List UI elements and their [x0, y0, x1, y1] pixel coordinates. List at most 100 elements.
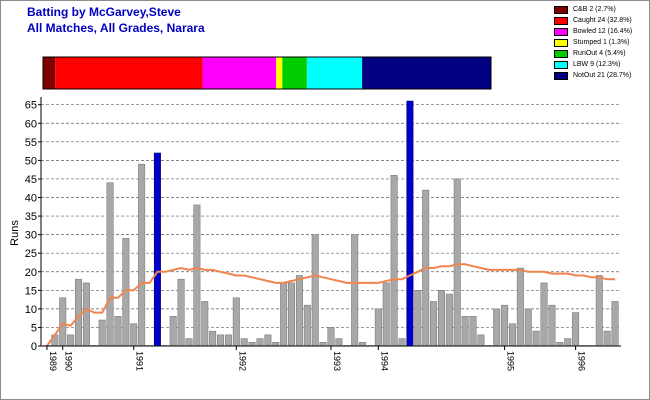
x-axis-ticks: 1989199019911992199319941995199619971998…: [46, 346, 587, 371]
legend-swatch-caught: [554, 17, 568, 25]
bar: [217, 334, 225, 347]
y-axis-ticks: 0 5 10 15 20 25 30 35 40 45 50 55 60 65: [25, 100, 41, 353]
chart-title-line-1: Batting by McGarvey,Steve: [27, 5, 181, 19]
dismissal-segment-cb: [43, 57, 56, 89]
y-tick-label-0: 0: [31, 341, 37, 353]
bar: [288, 282, 296, 347]
bar: [248, 342, 256, 347]
dismissal-segment-caught: [55, 57, 203, 89]
bar: [67, 334, 75, 347]
dismissal-segment-runout: [282, 57, 307, 89]
bar: [232, 297, 240, 347]
bar: [469, 316, 477, 347]
bar: [319, 342, 327, 347]
legend-label-notout: NotOut 21 (28.7%): [573, 72, 632, 79]
bar: [224, 334, 232, 347]
legend-label-lbw: LBW 9 (12.3%): [573, 61, 621, 68]
bar-not-out: [153, 152, 161, 347]
bar-not-out: [406, 100, 414, 347]
bar: [548, 304, 556, 347]
y-tick-label-25: 25: [25, 248, 37, 260]
bar: [177, 278, 185, 347]
bar: [82, 282, 90, 347]
bar: [256, 338, 264, 347]
y-tick-label-55: 55: [25, 137, 37, 149]
bar: [106, 182, 114, 347]
x-tick-label-1989: 1989: [48, 351, 58, 371]
bar: [75, 278, 82, 347]
legend-item-stumped: Stumped 1 (1.3%): [550, 38, 650, 49]
bar: [201, 301, 209, 347]
legend-swatch-bowled: [554, 28, 568, 36]
legend-item-cb: C&B 2 (2.7%): [550, 5, 650, 16]
dismissal-segment-bowled: [202, 57, 277, 89]
bar: [477, 334, 485, 347]
x-tick-label-1994: 1994: [379, 351, 389, 371]
bar: [572, 312, 580, 347]
bar: [327, 327, 335, 347]
bar: [114, 316, 122, 347]
bar: [193, 204, 201, 347]
bar: [295, 275, 303, 347]
legend-label-cb: C&B 2 (2.7%): [573, 6, 616, 13]
legend-swatch-cb: [554, 6, 568, 14]
bar: [564, 338, 572, 347]
chart-title-line-2: All Matches, All Grades, Narara: [27, 21, 205, 35]
y-axis-label: Runs: [9, 220, 21, 246]
y-tick-label-45: 45: [25, 174, 37, 186]
bar: [461, 316, 469, 347]
bar: [398, 338, 406, 347]
bar: [240, 338, 248, 347]
legend-item-caught: Caught 24 (32.8%): [550, 16, 650, 27]
bar: [556, 342, 564, 347]
bar: [169, 316, 177, 347]
bar: [453, 178, 461, 347]
bar: [209, 330, 217, 347]
bar: [430, 301, 438, 347]
bar: [382, 282, 390, 347]
x-tick-label-1996: 1996: [577, 351, 587, 371]
average-line-path: [46, 263, 616, 347]
legend-swatch-lbw: [554, 61, 568, 69]
x-tick-label-1995: 1995: [506, 351, 516, 371]
bar: [98, 319, 106, 347]
bar: [185, 338, 193, 347]
dismissal-segment-stumped: [276, 57, 283, 89]
dismissal-segment-lbw: [306, 57, 363, 89]
dismissal-bar-border: [42, 56, 492, 90]
y-tick-label-35: 35: [25, 211, 37, 223]
bar: [532, 330, 540, 347]
bar: [280, 282, 288, 347]
legend-label-caught: Caught 24 (32.8%): [573, 17, 632, 24]
grid-lines: [41, 104, 621, 328]
x-tick-label-1992: 1992: [237, 351, 247, 371]
x-tick-label-1991: 1991: [135, 351, 145, 371]
bar: [516, 267, 524, 347]
bar: [501, 304, 509, 347]
bar: [272, 342, 280, 347]
dismissal-segment-notout: [362, 57, 491, 89]
runs-bars: [43, 100, 619, 347]
y-tick-label-20: 20: [25, 267, 37, 279]
bar: [445, 293, 453, 347]
bar: [59, 297, 67, 347]
y-tick-label-60: 60: [25, 118, 37, 130]
legend-item-notout: NotOut 21 (28.7%): [550, 71, 650, 82]
y-tick-label-10: 10: [25, 304, 37, 316]
y-tick-label-5: 5: [31, 322, 37, 334]
legend-swatch-notout: [554, 72, 568, 80]
y-tick-label-40: 40: [25, 193, 37, 205]
bar: [303, 304, 311, 347]
legend-label-stumped: Stumped 1 (1.3%): [573, 39, 630, 46]
y-tick-label-65: 65: [25, 100, 37, 112]
bar: [524, 308, 532, 347]
dismissal-stacked-bar: [42, 56, 492, 90]
bar: [595, 275, 603, 347]
bar: [311, 234, 319, 347]
bar: [335, 338, 343, 347]
legend-label-runout: RunOut 4 (5.4%): [573, 50, 626, 57]
y-tick-label-15: 15: [25, 285, 37, 297]
bar: [508, 323, 516, 347]
